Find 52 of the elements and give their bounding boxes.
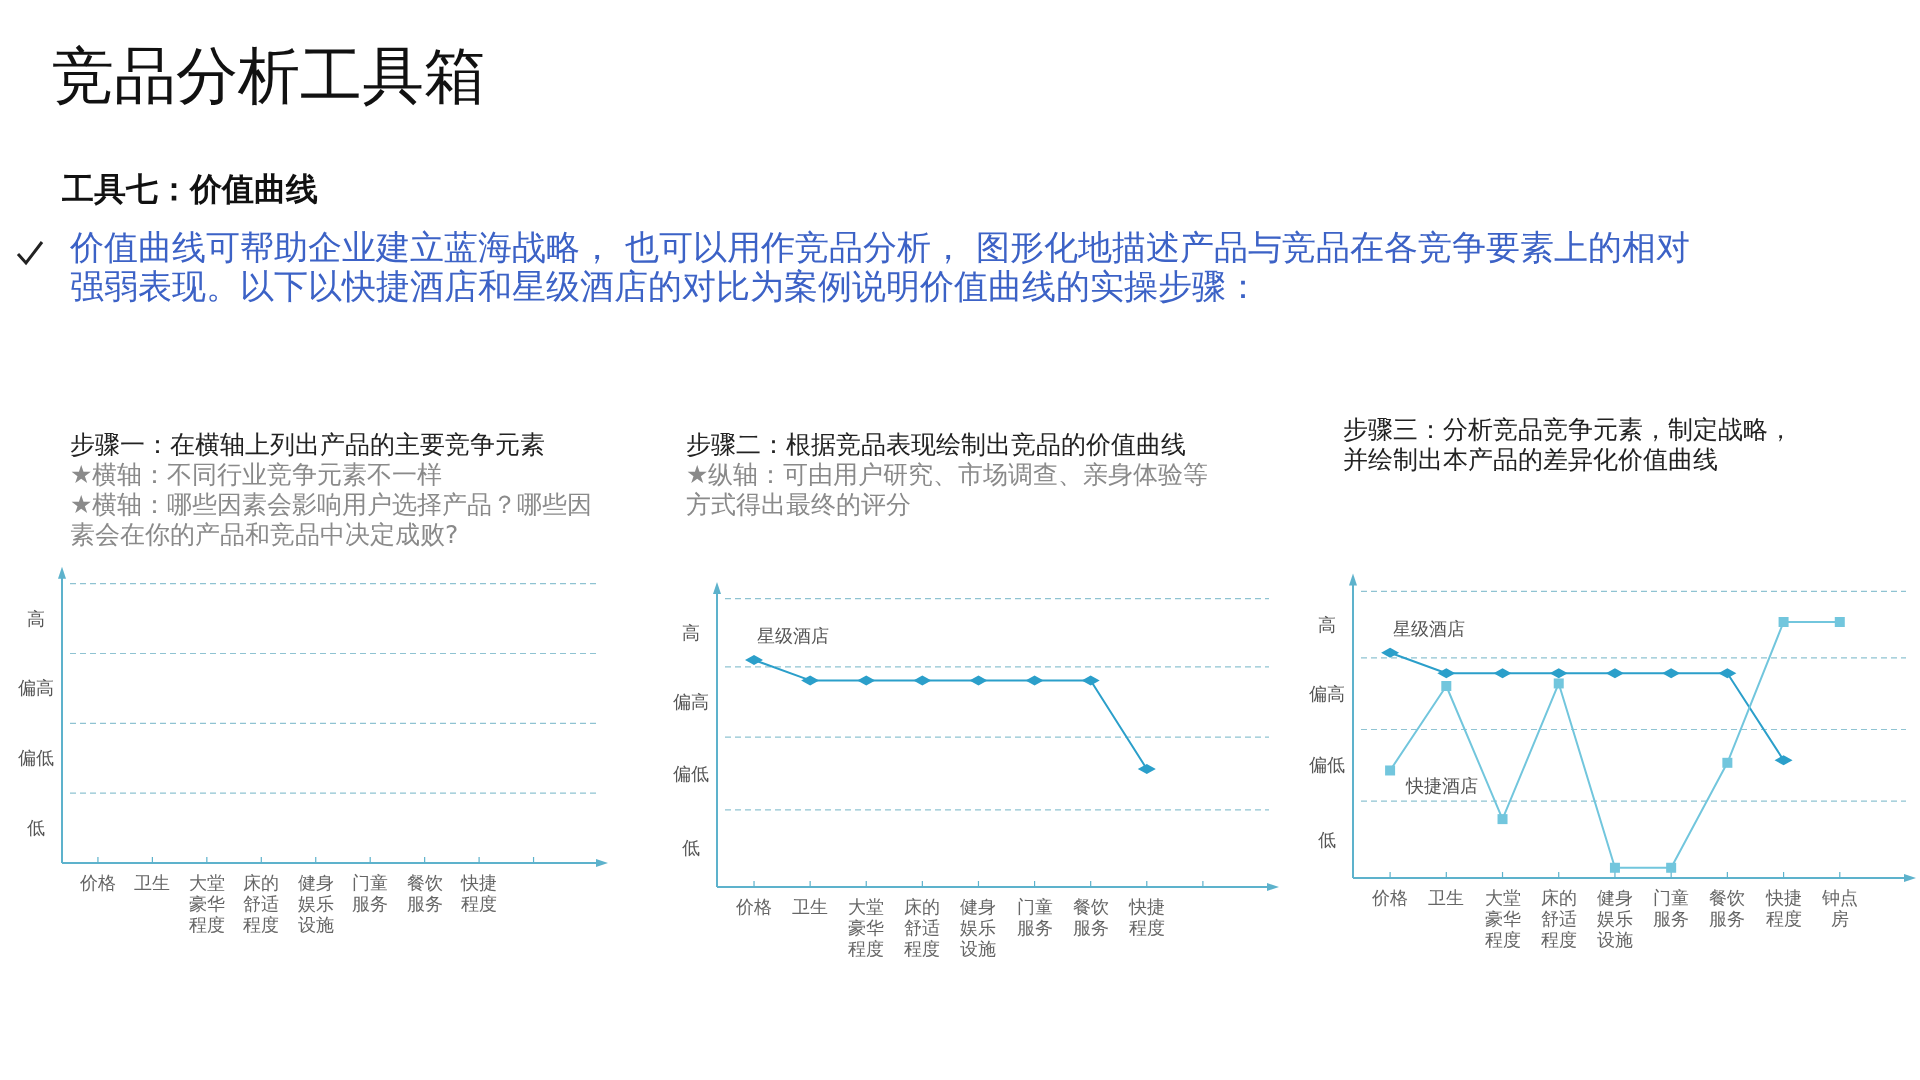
category-label: 偏高 (673, 691, 709, 712)
x-tick-label: 价格 (735, 897, 773, 917)
chart-title: 步骤二：根据竞品表现绘制出竞品的价值曲线 (686, 430, 1187, 460)
category-label: 低 (1318, 829, 1336, 850)
category-label: 高 (27, 608, 45, 629)
x-tick-label: 餐饮服务 (1072, 897, 1109, 938)
point (1441, 681, 1452, 691)
text: 价值曲线可帮助企业建立蓝海战略， 也可以用作竞品分析， 图形化地描述产品与竞品在各竞争要素上的相对强弱表现。以下以快捷酒店和星级酒店的对比为案例说明价值曲线的实操步骤： (70, 227, 1691, 306)
x-tick-label: 大堂豪华程度 (848, 897, 885, 959)
category-label: 价格 (78, 873, 116, 893)
text: 步骤一：在横轴上列出产品的主要竞争元素 (70, 430, 546, 460)
text: 竞品分析工具箱 (52, 38, 486, 114)
category-label: 高 (682, 622, 700, 643)
point (1834, 617, 1845, 627)
x-tick-label: 卫生 (1428, 888, 1465, 908)
text: ★横轴：不同行业竞争元素不一样 (70, 460, 444, 490)
series-label: 快捷酒店 (1405, 776, 1479, 797)
text: ★纵轴：可由用户研究、市场调查、亲身体验等方式得出最终的评分 (686, 460, 1210, 520)
x-tick-label: 床的舒适程度 (904, 897, 941, 959)
point (1722, 757, 1733, 768)
x-tick-label: 快捷程度 (1764, 888, 1802, 929)
x-tick-label: 快捷程度 (1127, 897, 1165, 938)
category-label: 偏低 (673, 763, 709, 784)
category-label: 偏低 (18, 748, 54, 769)
point (1385, 765, 1396, 776)
x-tick-label: 门童服务 (1016, 897, 1053, 938)
text: ★横轴：哪些因素会影响用户选择产品？哪些因素会在你的产品和竞品中决定成败? (70, 490, 594, 550)
point (1778, 617, 1789, 627)
point (1553, 678, 1564, 689)
x-tick-label: 大堂豪华程度 (1484, 888, 1521, 950)
point (1497, 814, 1508, 825)
x-tick-label: 健身娱乐设施 (960, 897, 997, 959)
category-label: 高 (1318, 614, 1336, 635)
x-tick-label: 门童服务 (1653, 888, 1690, 929)
category-label: 低 (682, 838, 700, 859)
series-label: 星级酒店 (757, 626, 830, 646)
x-tick-label: 价格 (1371, 888, 1409, 908)
category-label: 偏高 (18, 678, 54, 699)
point (1666, 862, 1677, 873)
x-tick-label: 卫生 (792, 897, 829, 917)
x-tick-label: 床的舒适程度 (1540, 888, 1577, 950)
chart-title: 步骤三：分析竞品竞争元素，制定战略，并绘制出本产品的差异化价值曲线 (1343, 415, 1794, 475)
x-tick-label: 健身娱乐设施 (1596, 888, 1633, 950)
category-label: 卫生 (134, 873, 171, 893)
category-label: 偏高 (1309, 683, 1345, 704)
x-tick-label: 餐饮服务 (1709, 888, 1746, 929)
category-label: 低 (27, 818, 45, 839)
x-tick-label: 钟点房 (1820, 888, 1858, 929)
point (1609, 862, 1620, 873)
text: 工具七：价值曲线 (62, 169, 318, 210)
category-label: 偏低 (1309, 755, 1345, 776)
series-label: 星级酒店 (1393, 618, 1466, 639)
